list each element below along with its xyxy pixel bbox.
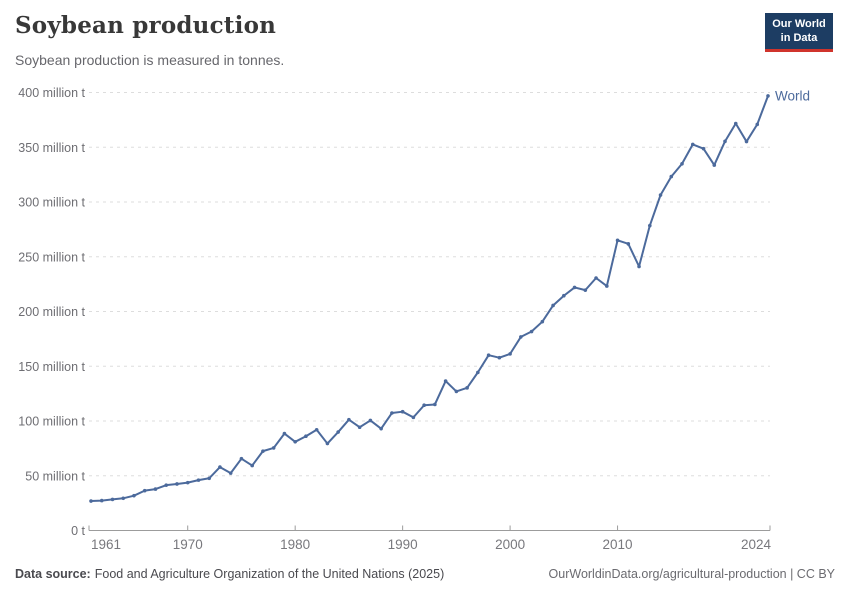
data-point: [293, 440, 297, 444]
data-point: [185, 480, 190, 485]
y-axis-tick-label: 300 million t: [18, 196, 85, 210]
data-point: [486, 353, 491, 357]
chart-footer: Data source: Food and Agriculture Organiz…: [15, 567, 835, 581]
series-label-world: World: [775, 88, 810, 103]
owid-logo-line2: in Data: [780, 32, 818, 45]
data-point: [175, 482, 179, 486]
data-point: [357, 425, 362, 430]
y-axis-tick-label: 50 million t: [25, 469, 85, 483]
data-source-label: Data source:: [15, 567, 91, 581]
data-point: [529, 329, 534, 334]
y-axis-tick-label: 400 million t: [18, 86, 85, 100]
data-point: [626, 242, 631, 246]
data-point: [755, 122, 760, 127]
data-point: [465, 386, 469, 390]
x-axis-tick-label: 2000: [495, 537, 525, 552]
data-point: [99, 498, 104, 503]
data-point: [314, 427, 319, 432]
data-point: [443, 379, 448, 383]
data-point: [422, 403, 426, 408]
data-point: [379, 426, 383, 431]
data-point: [744, 139, 749, 144]
data-point: [89, 499, 93, 503]
data-point: [239, 456, 244, 461]
y-axis-tick-label: 0 t: [71, 524, 85, 538]
page-subtitle: Soybean production is measured in tonnes…: [15, 52, 285, 68]
owid-logo-line1: Our World: [772, 18, 826, 30]
data-point: [336, 430, 340, 434]
owid-url-link[interactable]: OurWorldinData.org/agricultural-producti…: [548, 567, 835, 581]
y-axis-tick-label: 100 million t: [18, 415, 85, 429]
data-point: [551, 303, 555, 308]
data-source-line: Data source: Food and Agriculture Organiz…: [15, 567, 444, 581]
data-point: [164, 483, 169, 487]
y-axis-tick-label: 150 million t: [18, 360, 85, 374]
data-point: [605, 284, 609, 288]
x-axis-tick-label: 2010: [603, 537, 633, 552]
data-point: [433, 402, 437, 407]
data-point: [368, 418, 373, 423]
data-point: [712, 163, 717, 167]
data-point: [583, 288, 588, 292]
page-title: Soybean production: [15, 12, 277, 39]
data-point: [680, 161, 684, 166]
data-point: [454, 389, 459, 394]
data-point: [250, 463, 254, 468]
owid-logo[interactable]: Our World in Data: [765, 13, 833, 52]
data-point: [132, 493, 136, 498]
data-point: [411, 415, 416, 420]
x-axis-tick-label: 1980: [280, 537, 310, 552]
data-point: [658, 193, 663, 197]
data-point: [153, 487, 158, 491]
data-point: [647, 223, 652, 228]
data-point: [282, 431, 287, 436]
y-axis-tick-label: 350 million t: [18, 141, 85, 155]
data-point: [142, 488, 147, 493]
data-point: [228, 471, 233, 475]
data-point: [701, 146, 706, 151]
y-axis-tick-label: 250 million t: [18, 250, 85, 264]
data-point: [121, 496, 126, 501]
data-point: [508, 352, 512, 356]
data-point: [594, 276, 598, 280]
x-axis-tick-label: 2024: [741, 537, 772, 552]
x-axis-tick-label: 1990: [388, 537, 418, 552]
data-point: [110, 497, 115, 502]
data-point: [540, 319, 545, 324]
data-point: [218, 465, 222, 469]
data-point: [615, 238, 620, 243]
data-point: [261, 449, 265, 453]
y-axis-tick-label: 200 million t: [18, 305, 85, 319]
data-point: [637, 264, 641, 269]
x-axis-tick-label: 1961: [91, 537, 121, 552]
data-point: [347, 417, 351, 422]
data-point: [669, 174, 674, 179]
data-point: [497, 355, 502, 360]
data-source-text[interactable]: Food and Agriculture Organization of the…: [94, 567, 445, 581]
data-point: [207, 476, 212, 481]
data-point: [572, 285, 577, 290]
data-point: [733, 121, 738, 126]
data-point: [271, 446, 276, 450]
x-axis-tick-label: 1970: [173, 537, 203, 552]
data-point: [766, 94, 770, 98]
data-point: [400, 409, 405, 414]
data-point: [723, 139, 727, 144]
data-point: [690, 142, 695, 147]
data-point: [519, 335, 523, 339]
data-point: [325, 441, 330, 446]
data-point: [196, 478, 201, 482]
data-point: [390, 411, 394, 415]
data-point: [304, 434, 308, 439]
data-point: [562, 293, 566, 298]
world-series-line: [90, 94, 769, 503]
data-point: [476, 370, 480, 375]
